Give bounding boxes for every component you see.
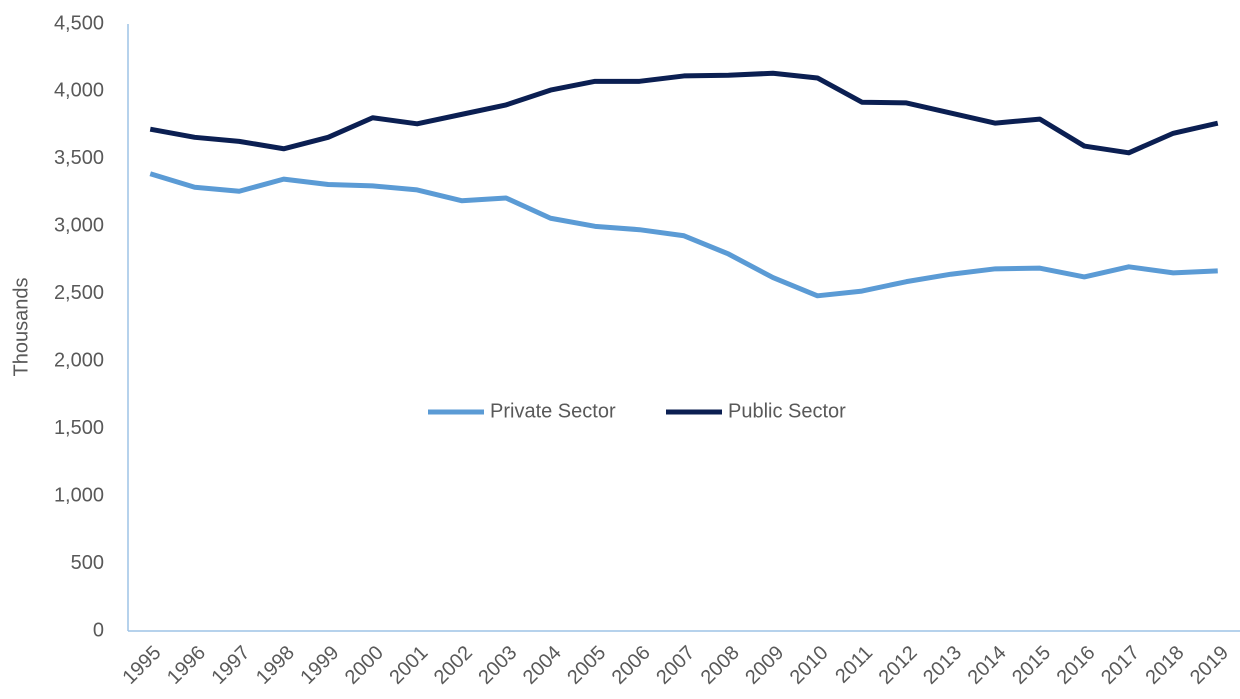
x-tick-label: 1999 bbox=[296, 642, 343, 689]
y-tick-label: 4,000 bbox=[54, 80, 104, 102]
x-tick-label: 2003 bbox=[474, 642, 521, 689]
x-tick-label: 2000 bbox=[341, 642, 388, 689]
x-tick-label: 2006 bbox=[608, 642, 655, 689]
series-line bbox=[149, 171, 1218, 299]
x-tick-label: 2008 bbox=[697, 642, 744, 689]
y-tick-label: 4,500 bbox=[54, 12, 104, 34]
x-tick-label: 2010 bbox=[786, 642, 833, 689]
x-tick-label: 1995 bbox=[118, 642, 165, 689]
x-tick-label: 2015 bbox=[1008, 642, 1055, 689]
y-axis-label: Thousands bbox=[10, 278, 32, 377]
x-tick-label: 1998 bbox=[252, 642, 299, 689]
y-tick-label: 3,000 bbox=[54, 215, 104, 237]
y-tick-label: 1,000 bbox=[54, 484, 104, 506]
x-tick-label: 1997 bbox=[207, 642, 254, 689]
x-tick-label: 2018 bbox=[1142, 642, 1189, 689]
y-tick-label: 1,500 bbox=[54, 417, 104, 439]
series-line bbox=[149, 70, 1219, 156]
y-tick-label: 2,500 bbox=[54, 282, 104, 304]
x-tick-label: 2012 bbox=[875, 642, 922, 689]
x-tick-label: 2002 bbox=[430, 642, 477, 689]
x-tick-label: 2011 bbox=[831, 642, 877, 688]
x-tick-label: 2019 bbox=[1186, 642, 1233, 689]
x-tick-label: 1996 bbox=[163, 642, 210, 689]
x-tick-label: 2014 bbox=[964, 642, 1011, 689]
x-tick-label: 2004 bbox=[519, 642, 566, 689]
x-tick-label: 2009 bbox=[741, 642, 788, 689]
y-tick-label: 3,500 bbox=[54, 147, 104, 169]
x-tick-label: 2013 bbox=[919, 642, 966, 689]
x-tick-label: 2001 bbox=[385, 642, 432, 689]
y-tick-label: 2,000 bbox=[54, 350, 104, 372]
x-tick-label: 2005 bbox=[563, 642, 610, 689]
legend-label: Private Sector bbox=[490, 400, 616, 422]
x-tick-label: 2016 bbox=[1053, 642, 1100, 689]
x-tick-label: 2017 bbox=[1097, 642, 1144, 689]
x-tick-label: 2007 bbox=[652, 642, 699, 689]
legend-label: Public Sector bbox=[728, 400, 846, 422]
y-tick-label: 0 bbox=[93, 619, 104, 641]
y-tick-label: 500 bbox=[71, 552, 104, 574]
